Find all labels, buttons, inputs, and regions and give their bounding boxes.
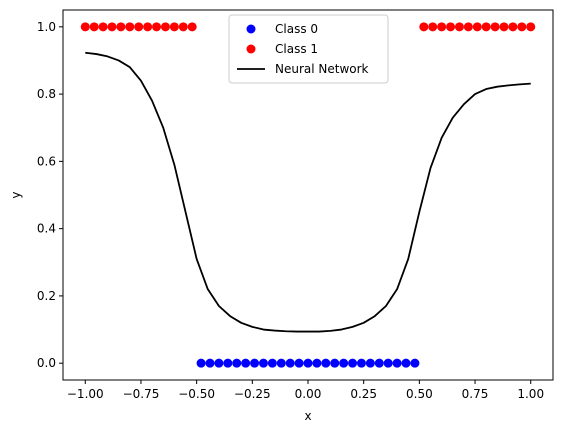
class-0-point <box>196 358 206 368</box>
class-1-point <box>428 22 438 32</box>
legend-marker-class-0 <box>246 24 256 34</box>
x-tick-label: 0.75 <box>462 387 489 401</box>
class-0-point <box>339 358 349 368</box>
class-0-point <box>276 358 286 368</box>
x-axis-title: x <box>304 409 311 423</box>
line-layer <box>85 51 531 333</box>
y-tick-label: 0.8 <box>37 87 56 101</box>
class-0-point <box>250 358 260 368</box>
y-tick-label: 0.6 <box>37 154 56 168</box>
class-1-point <box>143 22 153 32</box>
legend: Class 0 Class 1 Neural Network <box>228 14 389 84</box>
points-layer <box>80 22 536 368</box>
class-0-point <box>374 358 384 368</box>
class-1-point <box>125 22 135 32</box>
y-tick-label: 0.4 <box>37 222 56 236</box>
y-axis-ticks: 0.0 0.2 0.4 0.6 0.8 1.0 <box>37 20 63 370</box>
class-1-point <box>107 22 117 32</box>
class-0-point <box>303 358 313 368</box>
class-1-point <box>419 22 429 32</box>
class-1-point <box>437 22 447 32</box>
legend-marker-class-1 <box>246 44 256 54</box>
class-0-point <box>365 358 375 368</box>
legend-label-class-1: Class 1 <box>275 42 318 56</box>
y-axis-title: y <box>9 191 23 198</box>
class-0-point <box>401 358 411 368</box>
class-0-point <box>241 358 251 368</box>
y-tick-label: 0.0 <box>37 356 56 370</box>
class-1-point <box>463 22 473 32</box>
class-1-point <box>160 22 170 32</box>
class-0-point <box>205 358 215 368</box>
class-1-point <box>89 22 99 32</box>
class-1-point <box>169 22 179 32</box>
class-0-point <box>348 358 358 368</box>
class-1-point <box>481 22 491 32</box>
class-1-point <box>134 22 144 32</box>
class-1-point <box>526 22 536 32</box>
x-tick-label: 0.25 <box>350 387 377 401</box>
class-1-point <box>178 22 188 32</box>
class-0-point <box>214 358 224 368</box>
legend-box <box>228 14 389 84</box>
class-0-point <box>294 358 304 368</box>
class-1-point <box>508 22 518 32</box>
legend-label-class-0: Class 0 <box>275 22 318 36</box>
x-tick-label: −1.00 <box>67 387 104 401</box>
y-tick-label: 0.2 <box>37 289 56 303</box>
class-1-point <box>187 22 197 32</box>
x-tick-label: 0.50 <box>406 387 433 401</box>
x-tick-label: 1.00 <box>517 387 544 401</box>
class-0-point <box>383 358 393 368</box>
class-1-point <box>80 22 90 32</box>
class-1-point <box>152 22 162 32</box>
class-0-point <box>258 358 268 368</box>
class-0-point <box>312 358 322 368</box>
class-1-point <box>472 22 482 32</box>
x-tick-label: 0.00 <box>295 387 322 401</box>
class-1-point <box>499 22 509 32</box>
x-tick-label: −0.50 <box>178 387 215 401</box>
class-1-point <box>454 22 464 32</box>
class-0-point <box>410 358 420 368</box>
class-1-point <box>446 22 456 32</box>
legend-label-neural-network: Neural Network <box>275 62 369 76</box>
class-1-point <box>116 22 126 32</box>
class-1-point <box>98 22 108 32</box>
neural-network-line <box>85 51 531 333</box>
class-0-point <box>392 358 402 368</box>
class-0-point <box>223 358 233 368</box>
y-tick-label: 1.0 <box>37 20 56 34</box>
class-0-point <box>356 358 366 368</box>
class-0-point <box>232 358 242 368</box>
x-axis-ticks: −1.00 −0.75 −0.50 −0.25 0.00 0.25 0.50 0.75 1.00 <box>67 380 544 401</box>
class-0-point <box>330 358 340 368</box>
class-0-point <box>267 358 277 368</box>
class-1-point <box>517 22 527 32</box>
class-0-point <box>285 358 295 368</box>
class-1-point <box>490 22 500 32</box>
class-0-point <box>321 358 331 368</box>
x-tick-label: −0.25 <box>234 387 271 401</box>
x-tick-label: −0.75 <box>123 387 160 401</box>
